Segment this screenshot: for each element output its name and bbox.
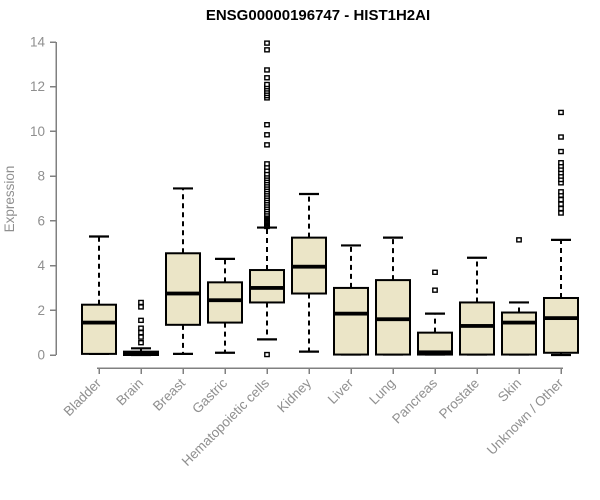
median-line: [124, 351, 158, 356]
median-line: [82, 320, 116, 325]
outlier-point: [558, 134, 564, 140]
x-tick-label-lung: Lung: [366, 376, 398, 408]
outlier-point: [558, 201, 564, 207]
median-line: [334, 311, 368, 316]
outlier-point: [558, 109, 564, 116]
iqr-box: [543, 296, 579, 354]
iqr-box: [375, 279, 411, 356]
y-tick-label: 14: [30, 35, 46, 50]
y-tick-label: 4: [37, 258, 45, 273]
median-line: [460, 324, 494, 328]
outlier-point: [264, 122, 270, 128]
outlier-point: [138, 340, 144, 346]
y-tick-label: 6: [37, 213, 45, 228]
iqr-box: [333, 286, 369, 356]
boxplot-skin: [501, 237, 537, 356]
chart-title: ENSG00000196747 - HIST1H2AI: [206, 7, 430, 24]
outlier-point: [264, 132, 270, 138]
x-tick-label-kidney: Kidney: [274, 375, 314, 415]
outlier-point: [558, 189, 564, 195]
median-line: [292, 264, 326, 269]
median-line: [502, 320, 536, 325]
median-line: [376, 317, 410, 322]
outlier-point: [138, 325, 144, 331]
outlier-point: [558, 148, 564, 155]
boxplot-brain: [123, 299, 159, 357]
outlier-point: [138, 334, 144, 340]
outlier-point: [432, 269, 438, 275]
y-tick-label: 2: [37, 303, 45, 318]
y-axis-label: Expression: [2, 166, 17, 233]
iqr-box: [417, 331, 453, 356]
outlier-point: [264, 351, 270, 358]
outlier-point: [432, 287, 438, 293]
outlier-point: [264, 75, 270, 81]
median-line: [544, 316, 578, 321]
outlier-point: [138, 304, 144, 310]
outlier-point: [516, 237, 522, 243]
outlier-point: [264, 161, 270, 167]
outlier-point: [558, 196, 564, 203]
boxplot-breast: [165, 187, 201, 355]
x-tick-label-pancreas: Pancreas: [389, 375, 440, 426]
x-tick-label-skin: Skin: [495, 376, 524, 405]
outlier-point: [264, 40, 270, 46]
iqr-box: [207, 281, 243, 324]
iqr-box: [459, 301, 495, 356]
boxplot-pancreas: [417, 269, 453, 356]
median-line: [418, 350, 452, 355]
outlier-point: [264, 142, 270, 148]
iqr-box: [81, 303, 117, 355]
outlier-point: [138, 299, 144, 306]
outlier-point: [264, 81, 270, 88]
y-tick-label: 8: [37, 169, 45, 184]
median-line: [208, 298, 242, 303]
boxplot-lung: [375, 236, 411, 356]
plot-area: 0 2 4 6 8 10 12 14 Bladder Brain Breast GastricHema…: [30, 35, 579, 469]
outlier-point: [558, 205, 564, 212]
outlier-point: [264, 67, 270, 73]
boxplot-kidney: [291, 192, 327, 353]
boxplot-bladder: [81, 235, 117, 355]
median-line: [166, 291, 200, 296]
outlier-point: [558, 160, 564, 166]
median-line: [250, 286, 284, 290]
outlier-point: [264, 47, 270, 53]
boxplot-hematopoietic-cells: [249, 40, 285, 358]
x-tick-label-gastric: Gastric: [189, 375, 230, 416]
y-tick-label: 10: [30, 124, 45, 139]
y-axis: 0 2 4 6 8 10 12 14: [30, 35, 57, 363]
boxplot-gastric: [207, 257, 243, 354]
outlier-point: [138, 317, 144, 324]
y-tick-label: 12: [30, 79, 45, 94]
iqr-box: [501, 311, 537, 356]
x-tick-label-prostate: Prostate: [436, 376, 482, 422]
boxplot-unknown-other: [543, 109, 579, 357]
iqr-box: [165, 252, 201, 326]
y-tick-label: 0: [37, 348, 45, 363]
x-tick-label-breast: Breast: [150, 375, 188, 413]
x-tick-label-unknown-other: Unknown / Other: [484, 375, 567, 458]
x-tick-label-liver: Liver: [325, 375, 357, 407]
outlier-point: [138, 329, 144, 336]
outlier-point: [558, 210, 564, 216]
x-tick-label-brain: Brain: [113, 376, 146, 409]
x-tick-label-bladder: Bladder: [61, 375, 105, 419]
boxplot-prostate: [459, 256, 495, 356]
boxplot-liver: [333, 244, 369, 356]
